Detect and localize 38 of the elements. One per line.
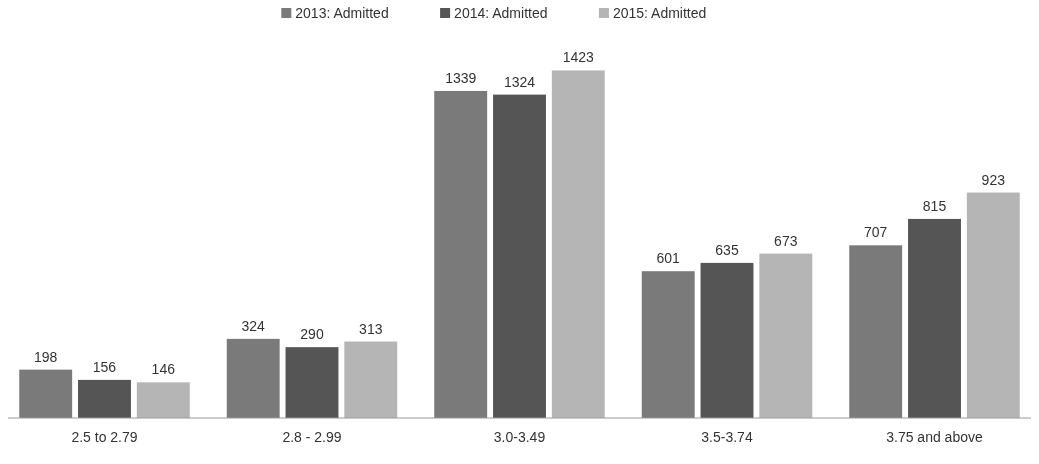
data-label: 290 — [300, 326, 324, 343]
legend-label: 2013: Admitted — [295, 5, 389, 21]
data-label: 601 — [656, 250, 681, 267]
bar — [966, 192, 1020, 418]
data-label: 923 — [981, 171, 1006, 188]
data-label: 146 — [151, 361, 176, 378]
data-label: 1423 — [562, 49, 595, 66]
bar — [344, 341, 398, 418]
bar — [908, 218, 961, 418]
data-label: 313 — [359, 320, 383, 337]
bar — [19, 369, 73, 418]
data-label: 707 — [864, 224, 888, 241]
data-label: 815 — [922, 197, 947, 214]
bar — [641, 271, 695, 418]
x-tick-label: 3.5-3.74 — [701, 429, 753, 445]
x-tick-label: 2.8 - 2.99 — [282, 429, 342, 445]
legend-label: 2015: Admitted — [612, 5, 707, 21]
bar — [285, 347, 339, 418]
bar — [136, 382, 190, 418]
data-label: 156 — [92, 358, 117, 375]
bar — [551, 70, 605, 418]
data-label: 1339 — [445, 69, 477, 86]
data-label: 673 — [774, 232, 798, 249]
bar — [493, 94, 546, 418]
x-tick-label: 2.5 to 2.79 — [71, 429, 138, 445]
legend-label: 2014: Admitted — [454, 5, 548, 21]
bar — [849, 245, 903, 418]
data-label: 1324 — [503, 73, 536, 90]
data-label: 324 — [241, 317, 266, 334]
x-tick-label: 3.0-3.49 — [493, 429, 546, 445]
bar — [700, 262, 754, 418]
x-tick-label: 3.75 and above — [886, 429, 983, 445]
bar — [226, 338, 280, 418]
bar — [759, 253, 813, 418]
bar — [434, 90, 488, 418]
bar — [78, 379, 131, 418]
data-label: 635 — [715, 241, 739, 258]
data-label: 198 — [34, 348, 58, 365]
